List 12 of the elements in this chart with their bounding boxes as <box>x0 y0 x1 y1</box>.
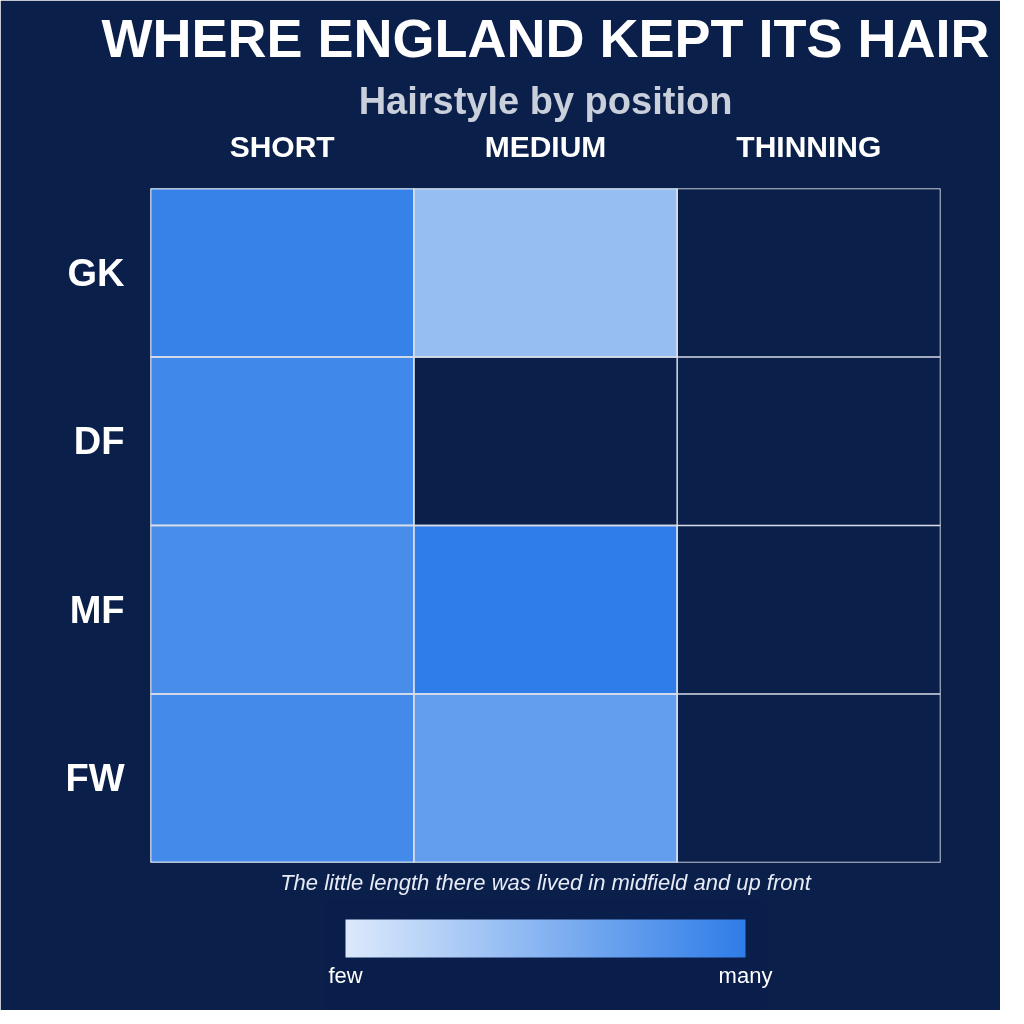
x-tick-label: MEDIUM <box>484 129 607 163</box>
chart-subtitle: Hairstyle by position <box>358 79 733 122</box>
color-bar-label: many <box>718 962 773 988</box>
text: The little length there was lived in midfield and up front <box>280 869 812 895</box>
y-tick-label: FW <box>65 757 125 800</box>
y-tick-label: GK <box>67 251 126 294</box>
color-bar-label: few <box>328 962 363 988</box>
x-tick-label: THINNING <box>736 129 882 163</box>
chart-title: WHERE ENGLAND KEPT ITS HAIR <box>101 7 990 68</box>
x-tick-label: SHORT <box>229 129 335 163</box>
y-tick-label: DF <box>73 420 125 463</box>
y-tick-label: MF <box>69 588 125 631</box>
